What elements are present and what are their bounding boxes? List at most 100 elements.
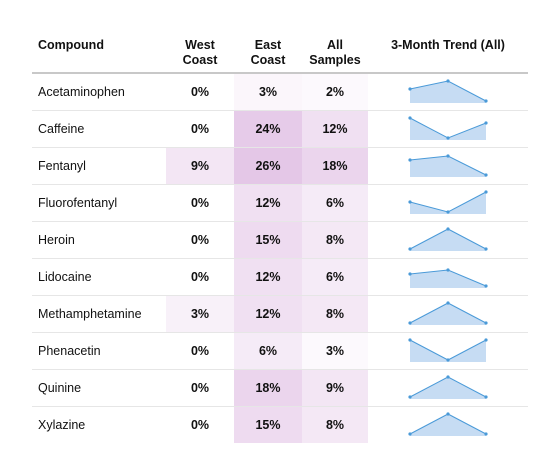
- all-samples-value: 18%: [302, 148, 368, 184]
- trend-cell: [368, 407, 528, 443]
- trend-sparkline: [408, 338, 488, 362]
- west-coast-value: 0%: [190, 233, 210, 247]
- sparkline-point: [484, 321, 488, 325]
- header-west-coast: West Coast: [166, 32, 234, 72]
- sparkline-point: [408, 247, 412, 251]
- trend-sparkline: [408, 375, 488, 399]
- table-row: Acetaminophen 0% 3% 2%: [32, 74, 528, 111]
- header-west-line1: West: [185, 38, 215, 52]
- sparkline-point: [446, 210, 450, 214]
- sparkline-area: [410, 270, 486, 288]
- trend-cell: [368, 296, 528, 332]
- table-row: Methamphetamine 3% 12% 8%: [32, 296, 528, 333]
- sparkline-point: [408, 87, 412, 91]
- trend-sparkline: [408, 268, 488, 288]
- sparkline-point: [446, 412, 450, 416]
- trend-cell: [368, 259, 528, 295]
- all-samples-value: 6%: [302, 185, 368, 221]
- header-east-line1: East: [254, 38, 282, 52]
- west-coast-value: 0%: [190, 381, 210, 395]
- compound-name: Fentanyl: [38, 159, 86, 173]
- trend-sparkline: [408, 301, 488, 325]
- all-samples-value: 8%: [302, 296, 368, 332]
- sparkline-area: [410, 229, 486, 251]
- compound-name: Xylazine: [38, 418, 86, 432]
- east-coast-value: 12%: [234, 296, 302, 332]
- trend-sparkline: [408, 412, 488, 436]
- trend-sparkline: [408, 227, 488, 251]
- sparkline-point: [446, 375, 450, 379]
- sparkline-area: [410, 414, 486, 436]
- sparkline-point: [484, 173, 488, 177]
- sparkline-point: [408, 116, 412, 120]
- compound-name: Heroin: [38, 233, 75, 247]
- west-coast-value: 9%: [166, 148, 234, 184]
- west-coast-value: 0%: [190, 122, 210, 136]
- sparkline-point: [446, 268, 450, 272]
- sparkline-point: [408, 158, 412, 162]
- trend-sparkline: [408, 190, 488, 214]
- compound-name: Lidocaine: [38, 270, 92, 284]
- sparkline-point: [484, 190, 488, 194]
- sparkline-point: [446, 154, 450, 158]
- sparkline-area: [410, 340, 486, 362]
- trend-cell: [368, 222, 528, 258]
- sparkline-point: [408, 338, 412, 342]
- trend-cell: [368, 111, 528, 147]
- all-samples-value: 6%: [302, 259, 368, 295]
- east-coast-value: 6%: [234, 333, 302, 369]
- sparkline-point: [446, 358, 450, 362]
- trend-cell: [368, 185, 528, 221]
- header-all-line1: All: [327, 38, 343, 52]
- all-samples-value: 8%: [302, 222, 368, 258]
- east-coast-value: 12%: [234, 185, 302, 221]
- table-header: Compound West Coast East Coast All Sampl…: [32, 32, 528, 74]
- sparkline-point: [446, 79, 450, 83]
- east-coast-value: 26%: [234, 148, 302, 184]
- sparkline-point: [408, 395, 412, 399]
- sparkline-point: [484, 247, 488, 251]
- table-row: Caffeine 0% 24% 12%: [32, 111, 528, 148]
- sparkline-point: [446, 136, 450, 140]
- header-east-line2: Coast: [250, 53, 286, 67]
- table-row: Fluorofentanyl 0% 12% 6%: [32, 185, 528, 222]
- sparkline-point: [484, 121, 488, 125]
- all-samples-value: 8%: [302, 407, 368, 443]
- east-coast-value: 15%: [234, 222, 302, 258]
- compound-name: Caffeine: [38, 122, 85, 136]
- sparkline-point: [484, 338, 488, 342]
- trend-cell: [368, 148, 528, 184]
- table-row: Fentanyl 9% 26% 18%: [32, 148, 528, 185]
- all-samples-value: 2%: [302, 74, 368, 110]
- trend-cell: [368, 370, 528, 406]
- sparkline-point: [446, 301, 450, 305]
- header-all-samples: All Samples: [302, 32, 368, 72]
- west-coast-value: 0%: [190, 196, 210, 210]
- east-coast-value: 15%: [234, 407, 302, 443]
- trend-sparkline: [408, 154, 488, 177]
- east-coast-value: 12%: [234, 259, 302, 295]
- header-west-line2: Coast: [182, 53, 218, 67]
- table-row: Heroin 0% 15% 8%: [32, 222, 528, 259]
- compound-name: Fluorofentanyl: [38, 196, 118, 210]
- sparkline-area: [410, 192, 486, 214]
- header-trend: 3-Month Trend (All): [391, 38, 505, 52]
- sparkline-point: [408, 272, 412, 276]
- sparkline-area: [410, 156, 486, 177]
- table-row: Xylazine 0% 15% 8%: [32, 407, 528, 443]
- header-east-coast: East Coast: [234, 32, 302, 72]
- east-coast-value: 18%: [234, 370, 302, 406]
- table-row: Quinine 0% 18% 9%: [32, 370, 528, 407]
- east-coast-value: 24%: [234, 111, 302, 147]
- header-compound: Compound: [38, 38, 104, 52]
- sparkline-point: [408, 200, 412, 204]
- sparkline-point: [484, 432, 488, 436]
- sparkline-point: [408, 432, 412, 436]
- header-all-line2: Samples: [309, 53, 361, 67]
- sparkline-point: [484, 99, 488, 103]
- west-coast-value: 0%: [190, 270, 210, 284]
- sparkline-area: [410, 118, 486, 140]
- west-coast-value: 0%: [190, 85, 210, 99]
- compound-name: Methamphetamine: [38, 307, 142, 321]
- trend-cell: [368, 333, 528, 369]
